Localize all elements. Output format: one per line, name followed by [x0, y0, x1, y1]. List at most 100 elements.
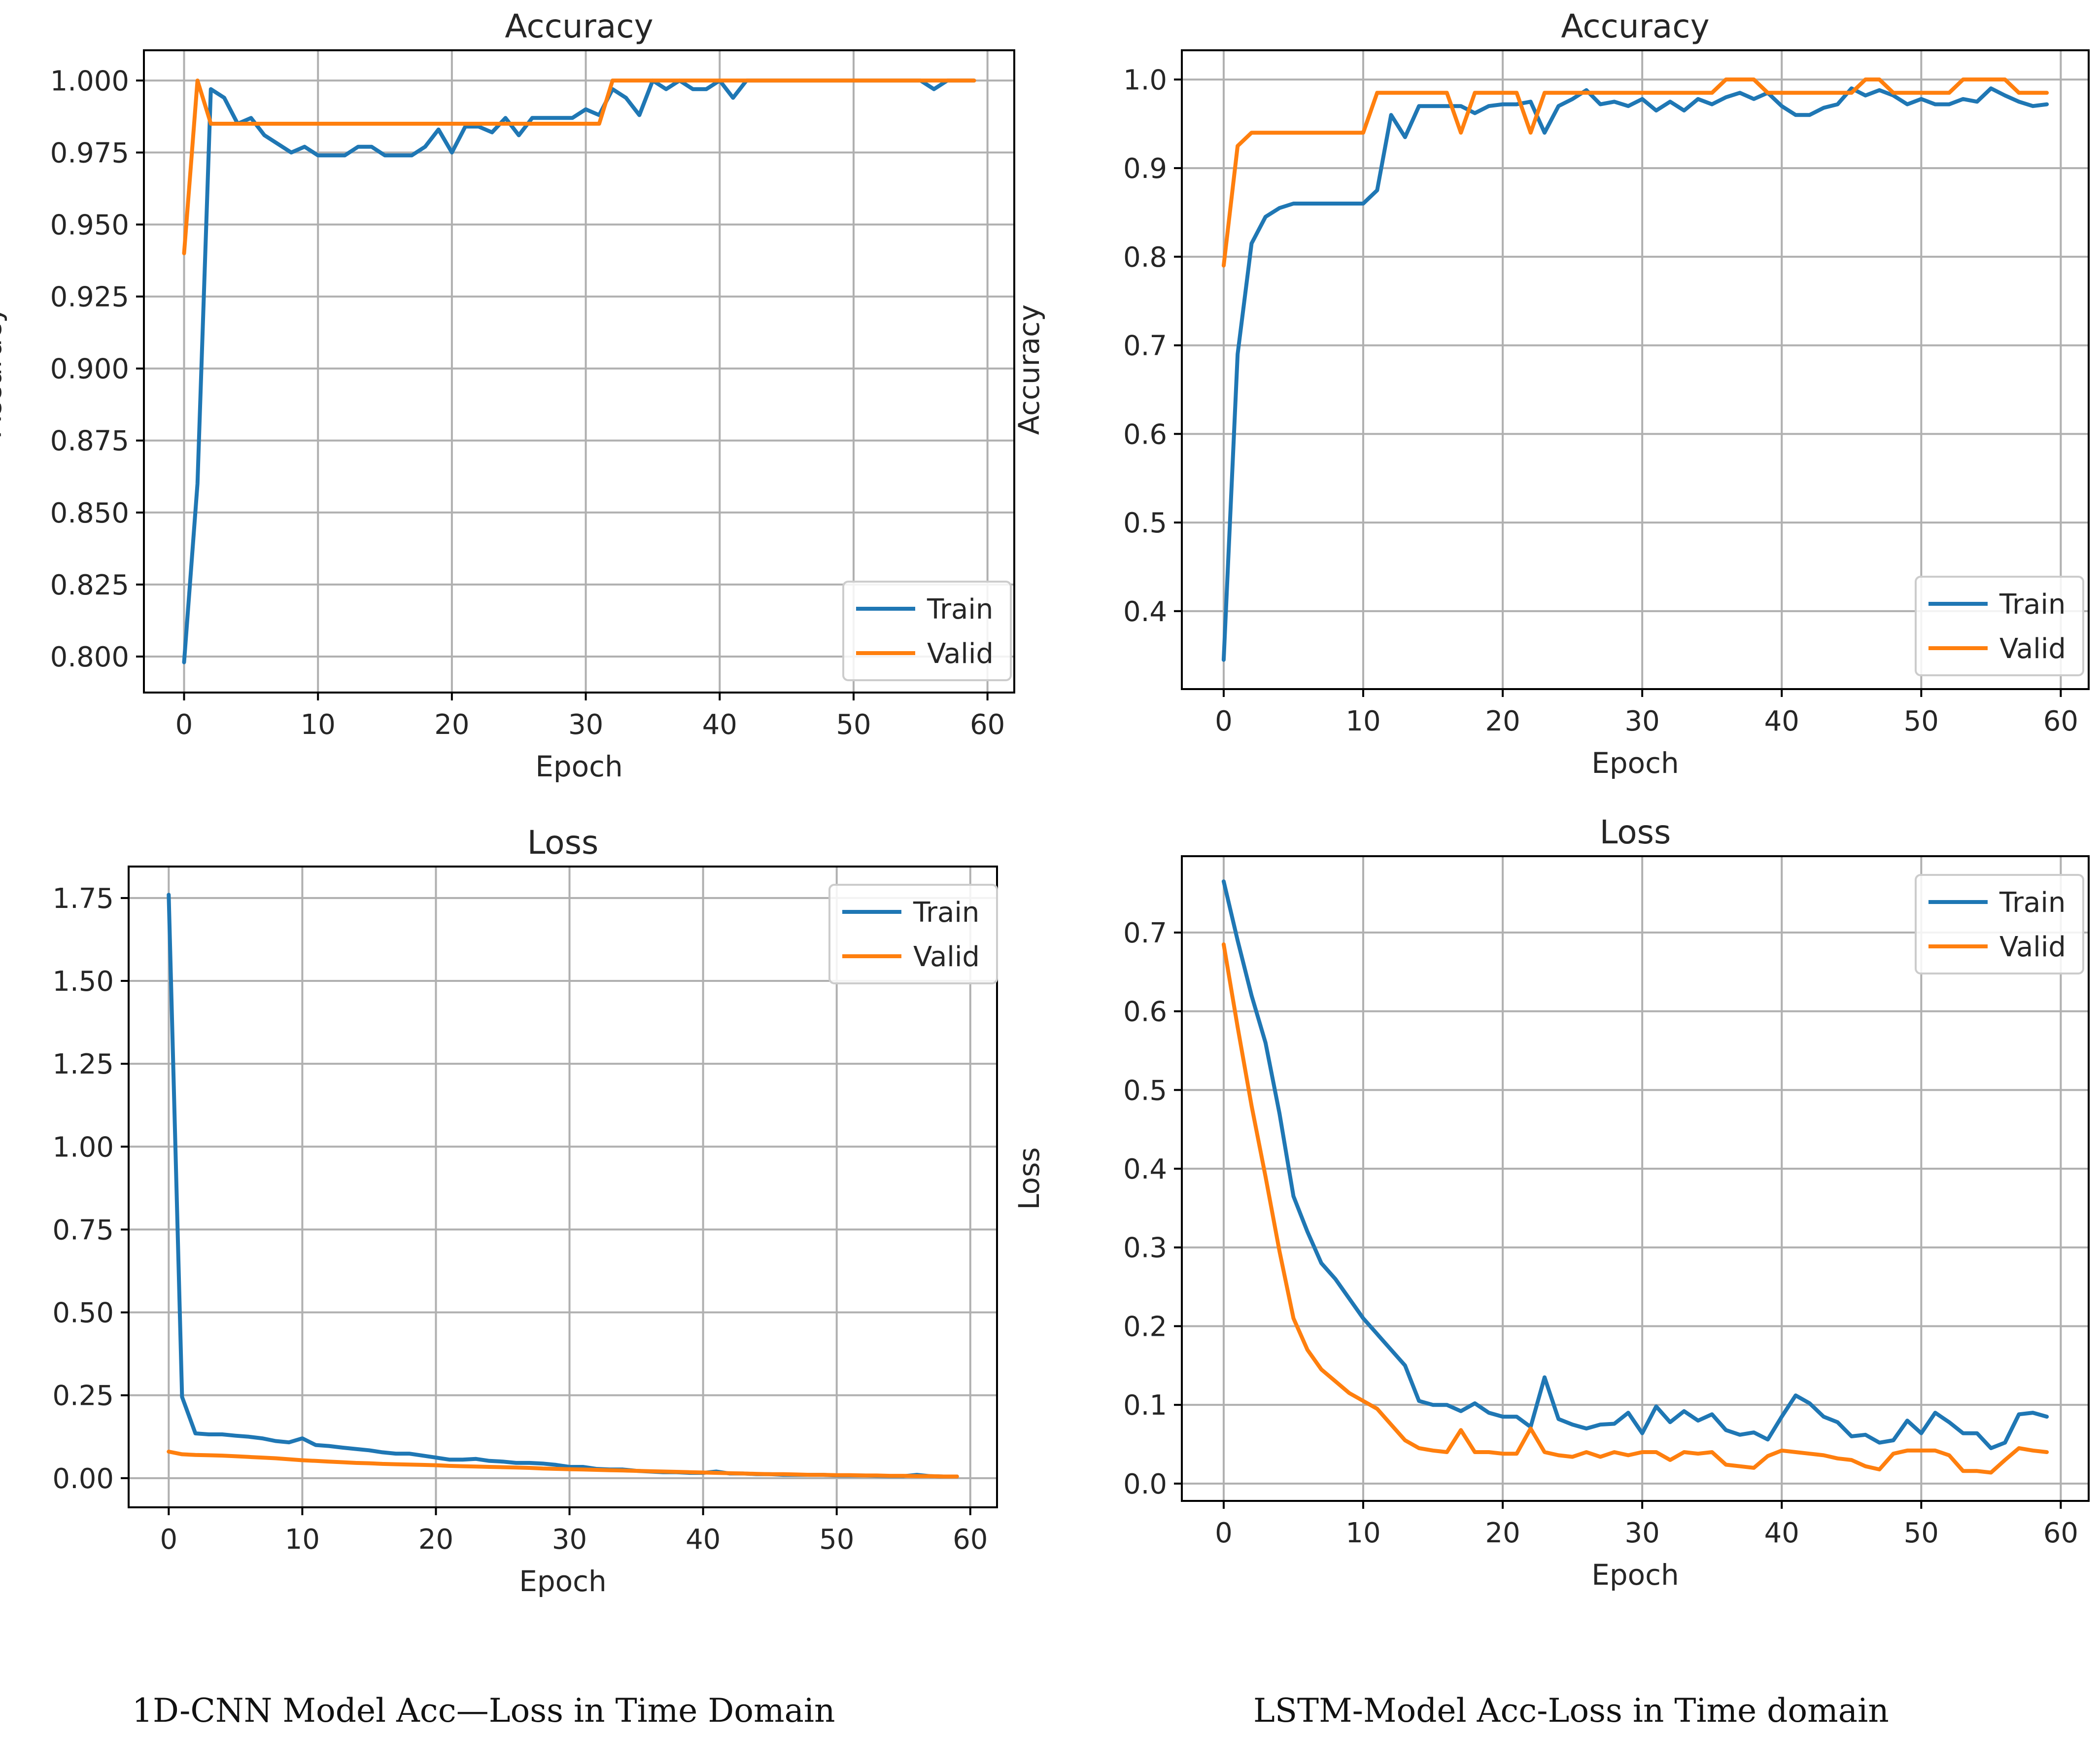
x-tick-label: 10: [1345, 1517, 1380, 1549]
legend-label-valid: Valid: [1999, 633, 2066, 665]
y-tick-label: 0.6: [1123, 418, 1167, 451]
x-tick-label: 0: [1215, 705, 1233, 737]
legend-label-valid: Valid: [1999, 931, 2066, 963]
chart-lstm_acc: 0 10 20 30 40 50 60 0.4 0.5 0.6 0.7 0.8 0.9 1.0 Accura…: [1012, 7, 2090, 780]
legend-label-train: Train: [913, 897, 979, 929]
x-tick-label: 30: [568, 709, 603, 741]
y-tick-label: 0.0: [1123, 1468, 1167, 1500]
chart-cnn_acc: 0 10 20 30 40 50 60 0.800 0.825 0.850 0.875 0.900 0.…: [0, 7, 1015, 783]
x-tick-label: 40: [702, 709, 737, 741]
y-tick-label: 1.0: [1123, 64, 1167, 96]
chart-cnn_loss: 0 10 20 30 40 50 60 0.00 0.25 0.50 0.75 1.00 1.25 1.5…: [52, 824, 998, 1598]
chart-lstm_loss: 0 10 20 30 40 50 60 0.0 0.1 0.2 0.3 0.4 0.5 0.6 0.7 Los…: [1012, 813, 2090, 1592]
x-tick-label: 50: [819, 1524, 854, 1556]
x-tick-label: 60: [970, 709, 1005, 741]
x-axis-label: Epoch: [535, 750, 623, 783]
x-axis-label: Epoch: [1591, 1558, 1679, 1592]
y-tick-label: 0.75: [52, 1214, 114, 1246]
y-tick-label: 0.4: [1123, 1153, 1167, 1185]
y-tick-label: 0.2: [1123, 1311, 1167, 1343]
legend-label-train: Train: [1999, 887, 2066, 919]
x-tick-label: 60: [2043, 705, 2078, 737]
y-tick-label: 0.4: [1123, 596, 1167, 628]
x-tick-label: 0: [1215, 1517, 1233, 1549]
y-tick-label: 0.800: [50, 641, 129, 673]
y-tick-label: 0.9: [1123, 153, 1167, 185]
series-line-valid: [182, 78, 976, 255]
y-tick-label: 0.50: [52, 1297, 114, 1329]
y-tick-label: 0.5: [1123, 1075, 1167, 1107]
x-tick-label: 40: [1764, 1517, 1799, 1549]
x-tick-label: 60: [953, 1524, 988, 1556]
chart-title: Loss: [1600, 813, 1671, 851]
legend-label-valid: Valid: [927, 638, 994, 670]
legend-box: [1915, 576, 2084, 676]
x-tick-label: 20: [418, 1524, 453, 1556]
x-tick-label: 10: [1345, 705, 1380, 737]
series-line-valid: [1221, 942, 2049, 1475]
y-tick-label: 1.50: [52, 966, 114, 998]
caption-right: LSTM-Model Acc-Loss in Time domain: [1253, 1692, 1889, 1730]
y-tick-label: 0.950: [50, 209, 129, 242]
x-tick-label: 0: [160, 1524, 178, 1556]
y-tick-label: 0.7: [1123, 330, 1167, 362]
series-line-train: [1221, 86, 2049, 662]
x-tick-label: 50: [836, 709, 871, 741]
chart-title: Accuracy: [505, 7, 653, 45]
y-tick-label: 0.25: [52, 1380, 114, 1412]
y-tick-label: 0.00: [52, 1463, 114, 1495]
x-tick-label: 60: [2043, 1517, 2078, 1549]
plot-frame: [1181, 855, 2090, 1502]
x-tick-label: 20: [1485, 1517, 1520, 1549]
x-tick-label: 10: [285, 1524, 320, 1556]
y-tick-label: 0.900: [50, 353, 129, 385]
legend-label-train: Train: [927, 593, 993, 626]
y-tick-label: 1.25: [52, 1048, 114, 1080]
x-tick-label: 0: [175, 709, 193, 741]
legend-box: [842, 581, 1012, 681]
series-line-train: [182, 78, 976, 664]
y-tick-label: 0.6: [1123, 996, 1167, 1028]
x-tick-label: 50: [1904, 705, 1939, 737]
series-line-valid: [167, 1450, 959, 1479]
y-tick-label: 1.75: [52, 883, 114, 915]
chart-title: Accuracy: [1561, 7, 1709, 45]
y-tick-label: 0.5: [1123, 507, 1167, 539]
legend-box: [1915, 874, 2084, 974]
legend-label-valid: Valid: [913, 941, 980, 973]
x-tick-label: 30: [1625, 1517, 1660, 1549]
x-tick-label: 40: [1764, 705, 1799, 737]
y-axis-label: Accuracy: [0, 306, 8, 437]
x-tick-label: 40: [686, 1524, 721, 1556]
legend: Train Valid: [1915, 576, 2084, 676]
series-line-train: [1221, 879, 2049, 1450]
y-tick-label: 0.3: [1123, 1232, 1167, 1264]
y-tick-label: 1.000: [50, 65, 129, 97]
legend: Train Valid: [1915, 874, 2084, 974]
y-tick-label: 0.7: [1123, 917, 1167, 949]
x-tick-label: 20: [1485, 705, 1520, 737]
x-tick-label: 20: [434, 709, 469, 741]
legend: Train Valid: [828, 884, 998, 984]
x-axis-label: Epoch: [519, 1564, 607, 1598]
plot-frame: [128, 866, 998, 1508]
y-tick-label: 0.875: [50, 425, 129, 457]
y-axis-label: Loss: [1012, 1147, 1046, 1210]
x-axis-label: Epoch: [1591, 746, 1679, 780]
chart-title: Loss: [527, 824, 599, 862]
caption-left: 1D-CNN Model Acc—Loss in Time Domain: [132, 1692, 835, 1730]
legend-label-train: Train: [1999, 589, 2066, 621]
x-tick-label: 30: [552, 1524, 587, 1556]
y-tick-label: 0.8: [1123, 242, 1167, 274]
y-tick-label: 0.1: [1123, 1390, 1167, 1422]
plot-frame: [143, 49, 1015, 694]
y-tick-label: 1.00: [52, 1131, 114, 1163]
y-tick-label: 0.925: [50, 281, 129, 313]
legend-box: [828, 884, 998, 984]
y-axis-label: Accuracy: [1012, 305, 1046, 435]
y-tick-label: 0.850: [50, 497, 129, 529]
series-line-valid: [1221, 77, 2049, 268]
plot-frame: [1181, 49, 2090, 690]
legend: Train Valid: [842, 581, 1012, 681]
